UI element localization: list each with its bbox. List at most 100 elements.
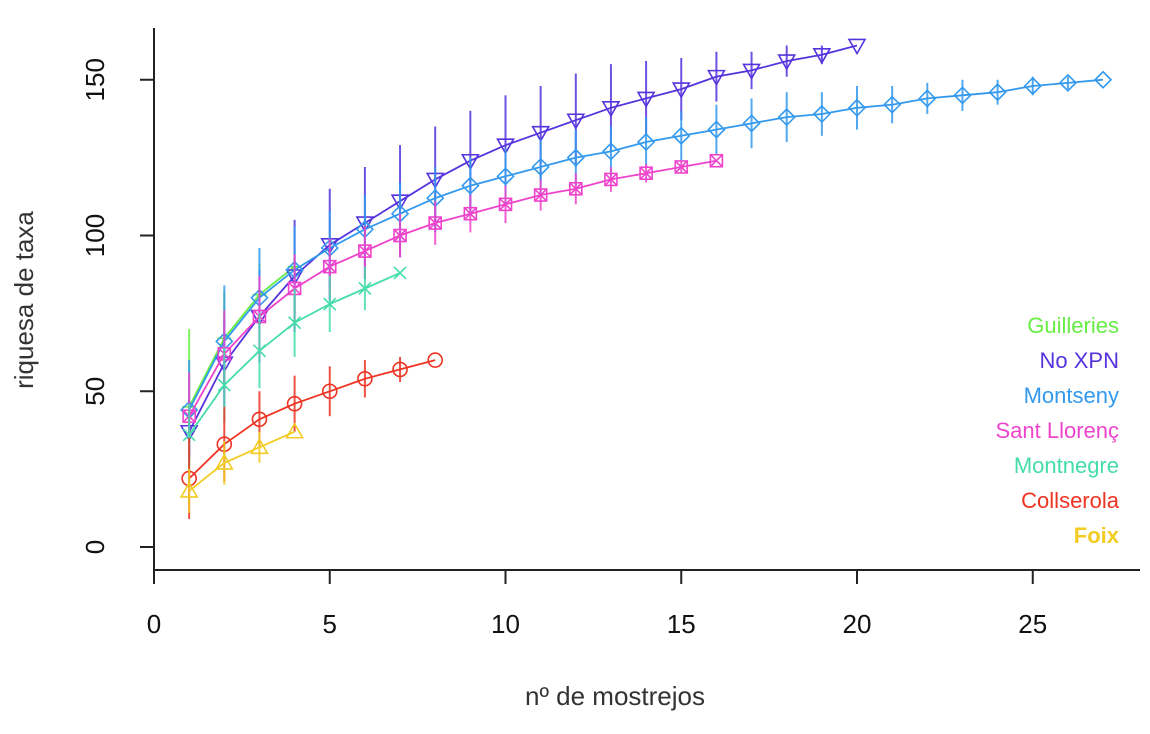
- data-point: [568, 181, 583, 196]
- data-point: [707, 120, 726, 139]
- data-point: [953, 86, 972, 105]
- data-point: [463, 206, 478, 221]
- data-point: [182, 428, 196, 442]
- series-line: [188, 265, 296, 408]
- data-point-cross: [323, 260, 337, 274]
- data-point: [883, 95, 902, 114]
- data-point: [812, 104, 831, 124]
- data-point-cross: [463, 207, 477, 221]
- data-point: [285, 422, 304, 439]
- data-point: [217, 378, 231, 392]
- data-point: [847, 38, 867, 56]
- x-tick-label: 0: [147, 609, 161, 639]
- data-point: [250, 437, 269, 455]
- x-axis-title: nº de mostrejos: [525, 681, 705, 711]
- data-point: [709, 153, 724, 168]
- data-point: [777, 54, 797, 71]
- legend-entry: Montseny: [1024, 383, 1119, 408]
- data-point: [358, 281, 372, 296]
- data-point: [498, 197, 513, 212]
- data-point: [393, 228, 407, 243]
- data-point: [460, 153, 480, 171]
- data-point-cross: [393, 228, 407, 243]
- data-point: [1058, 73, 1078, 92]
- data-point: [988, 83, 1007, 102]
- legend-entry: Foix: [1074, 523, 1120, 548]
- data-point: [357, 370, 373, 387]
- data-point: [428, 216, 443, 230]
- series-no-xpn: [179, 38, 867, 457]
- data-point: [392, 361, 408, 378]
- data-point: [671, 82, 691, 99]
- series-line: [188, 430, 295, 492]
- data-point-cross: [674, 160, 688, 174]
- y-tick-label: 100: [80, 214, 110, 257]
- data-point-cross: [428, 216, 442, 230]
- data-point-cross: [358, 244, 372, 258]
- data-point: [496, 138, 515, 155]
- data-point-cross: [498, 197, 513, 211]
- y-tick-label: 0: [80, 540, 110, 554]
- data-point: [251, 411, 268, 428]
- x-tick-label: 25: [1018, 609, 1047, 639]
- series-line: [188, 159, 717, 417]
- data-point: [566, 113, 586, 130]
- data-point: [461, 176, 480, 195]
- series-montseny: [180, 70, 1113, 460]
- data-point: [1023, 76, 1042, 96]
- data-point: [601, 142, 621, 161]
- data-point: [427, 352, 444, 368]
- data-point: [674, 160, 689, 174]
- data-point-cross: [709, 154, 723, 168]
- data-point: [252, 344, 267, 358]
- x-tick-label: 20: [843, 609, 872, 639]
- data-point: [321, 383, 338, 400]
- data-point: [393, 266, 407, 280]
- x-tick-label: 5: [323, 609, 337, 639]
- data-point: [531, 125, 551, 143]
- data-point-cross: [639, 166, 653, 180]
- data-point: [812, 48, 832, 65]
- data-point: [742, 63, 761, 81]
- legend-entry: Collserola: [1021, 488, 1120, 513]
- data-point: [286, 395, 303, 412]
- data-point: [533, 188, 548, 202]
- series-line: [188, 78, 1104, 411]
- x-tick-label: 10: [491, 609, 520, 639]
- data-point: [636, 91, 656, 109]
- data-point: [531, 157, 550, 177]
- data-point: [639, 166, 653, 180]
- data-point: [601, 100, 621, 118]
- x-tick-label: 15: [667, 609, 696, 639]
- series-collserola: [181, 352, 444, 519]
- data-point: [566, 148, 585, 167]
- y-axis-title: riquesa de taxa: [9, 211, 39, 389]
- legend: Guilleries No XPN Montseny Sant Llorenç Mont…: [995, 313, 1119, 548]
- y-tick-label: 150: [80, 58, 110, 101]
- data-point: [604, 172, 618, 187]
- data-point-cross: [569, 182, 583, 196]
- data-point: [214, 453, 234, 470]
- x-ticks: 0 5 10 15 20 25: [147, 570, 1047, 639]
- data-point: [918, 89, 937, 108]
- data-point: [707, 69, 726, 87]
- series-foix: [179, 422, 304, 513]
- data-point: [1093, 70, 1113, 89]
- legend-entry: Sant Llorenç: [995, 418, 1119, 443]
- legend-entry: No XPN: [1040, 348, 1119, 373]
- data-point-cross: [604, 172, 618, 186]
- data-point: [179, 481, 199, 498]
- data-point: [672, 126, 691, 145]
- data-point: [323, 297, 337, 311]
- y-ticks: 0 50 100 150: [80, 58, 154, 554]
- legend-entry: Guilleries: [1027, 313, 1119, 338]
- legend-entry: Montnegre: [1014, 453, 1119, 478]
- data-point: [636, 132, 656, 152]
- series-layer: [179, 38, 1113, 519]
- series-montnegre: [182, 266, 407, 467]
- series-line: [188, 359, 436, 480]
- series-line: [188, 44, 858, 433]
- data-point: [322, 259, 337, 274]
- data-point-cross: [534, 188, 548, 202]
